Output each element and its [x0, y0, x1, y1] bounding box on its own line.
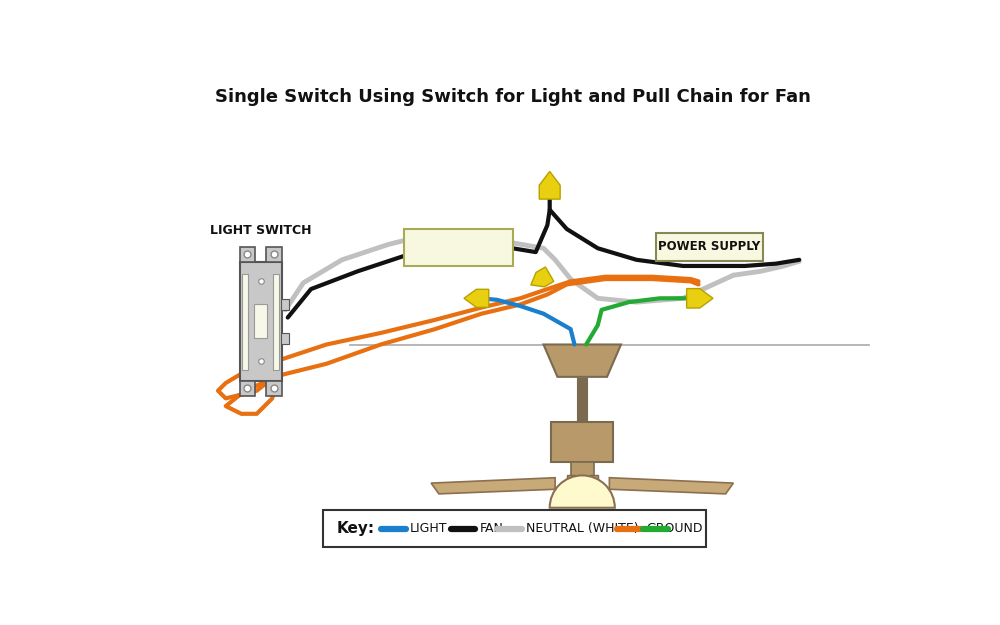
Bar — [567, 474, 574, 486]
Bar — [240, 381, 255, 396]
Text: Single Switch Using Switch for Light and Pull Chain for Fan: Single Switch Using Switch for Light and… — [215, 88, 810, 106]
Bar — [571, 461, 594, 479]
Polygon shape — [544, 344, 621, 377]
Bar — [242, 274, 248, 370]
Bar — [266, 381, 282, 396]
Bar — [551, 421, 613, 461]
Text: GROUND: GROUND — [647, 522, 703, 535]
Text: LIGHT SWITCH: LIGHT SWITCH — [210, 224, 311, 238]
Polygon shape — [464, 289, 489, 308]
Bar — [590, 474, 598, 486]
Wedge shape — [550, 476, 615, 508]
Bar — [567, 496, 598, 506]
Text: POWER SUPPLY: POWER SUPPLY — [658, 240, 760, 253]
Polygon shape — [609, 478, 733, 494]
Text: LIGHT: LIGHT — [410, 522, 448, 535]
Bar — [323, 510, 706, 547]
Polygon shape — [687, 289, 713, 308]
Bar — [240, 262, 282, 381]
Bar — [240, 247, 255, 262]
Text: FAN: FAN — [480, 522, 504, 535]
Polygon shape — [431, 478, 555, 494]
Bar — [281, 333, 289, 344]
Text: NEUTRAL (WHITE): NEUTRAL (WHITE) — [526, 522, 639, 535]
Polygon shape — [531, 267, 554, 287]
Bar — [656, 233, 763, 261]
Polygon shape — [539, 171, 560, 199]
Bar — [266, 247, 282, 262]
Bar — [254, 304, 267, 338]
Bar — [273, 274, 279, 370]
Bar — [281, 299, 289, 310]
Text: Key:: Key: — [337, 521, 375, 536]
Bar — [404, 229, 512, 266]
